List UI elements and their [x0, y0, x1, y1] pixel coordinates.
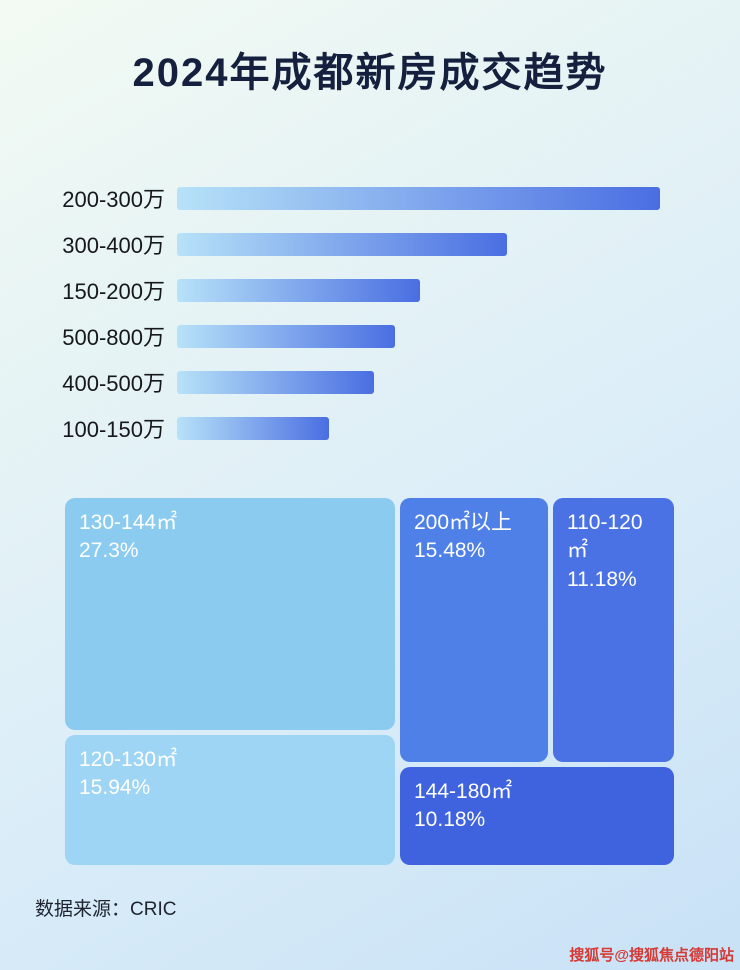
bar-category-label: 200-300万 [62, 187, 165, 212]
bar-track [177, 232, 700, 256]
treemap-box: 130-144㎡ 27.3% [65, 498, 395, 730]
bar-row: 200-300万 [40, 184, 700, 212]
bar [177, 324, 395, 348]
treemap-box: 144-180㎡ 10.18% [400, 767, 674, 865]
bar-track [177, 370, 700, 394]
bar-category-label: 400-500万 [62, 371, 165, 396]
treemap-box: 120-130㎡ 15.94% [65, 735, 395, 865]
bar-row: 300-400万 [40, 230, 700, 258]
bar [177, 278, 420, 302]
treemap-box-percent: 15.94% [79, 776, 151, 800]
bar-category-label: 500-800万 [62, 325, 165, 350]
treemap-chart: 130-144㎡ 27.3% 200㎡以上 15.48% 110-120㎡ 11.18% 1… [65, 498, 674, 866]
bar-track [177, 186, 700, 210]
data-source-label: 数据来源：CRIC [35, 899, 177, 920]
bar-row: 400-500万 [40, 368, 700, 396]
bar-row: 150-200万 [40, 276, 700, 304]
bar-track [177, 324, 700, 348]
treemap-box-label: 200㎡以上 [414, 511, 513, 534]
treemap-box: 110-120㎡ 11.18% [553, 498, 674, 762]
treemap-box: 200㎡以上 15.48% [400, 498, 548, 762]
treemap-box-label: 130-144㎡ [79, 511, 178, 534]
page-title: 2024年成都新房成交趋势 [132, 51, 608, 95]
bar [177, 416, 329, 440]
bar [177, 232, 507, 256]
treemap-box-label: 144-180㎡ [414, 780, 513, 803]
treemap-box-percent: 15.48% [414, 539, 486, 563]
watermark-text: 搜狐号@搜狐焦点德阳站 [569, 947, 734, 964]
bar-row: 500-800万 [40, 322, 700, 350]
bar [177, 370, 374, 394]
treemap-box-label: 110-120㎡ [567, 511, 643, 563]
bar-row: 100-150万 [40, 414, 700, 442]
bar-category-label: 300-400万 [62, 233, 165, 258]
bar-category-label: 100-150万 [62, 417, 165, 442]
bar [177, 186, 660, 210]
treemap-box-percent: 11.18% [567, 567, 637, 591]
bar-category-label: 150-200万 [62, 279, 165, 304]
bar-track [177, 416, 700, 440]
treemap-box-label: 120-130㎡ [79, 748, 178, 771]
bar-chart: 200-300万 300-400万 150-200万 500-800万 400-500万… [40, 184, 700, 460]
treemap-box-percent: 27.3% [79, 539, 139, 563]
treemap-box-percent: 10.18% [414, 808, 486, 832]
bar-track [177, 278, 700, 302]
